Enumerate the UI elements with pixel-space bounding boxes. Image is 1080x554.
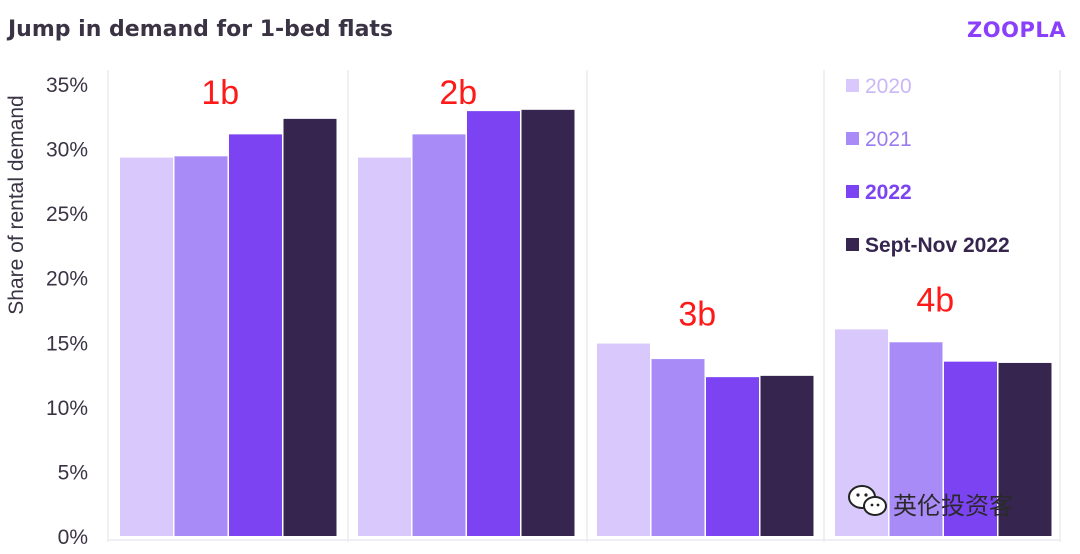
y-tick-label: 10%	[46, 397, 88, 420]
legend-label: 2021	[865, 128, 912, 151]
y-tick-label: 0%	[58, 526, 88, 549]
y-tick-labels: 0% 5% 10% 15% 20% 25% 30% 35%	[46, 74, 88, 549]
y-tick-label: 35%	[46, 74, 88, 97]
y-tick-label: 5%	[58, 461, 88, 484]
y-tick-label: 30%	[46, 139, 88, 162]
bar-4b-2021	[889, 342, 943, 536]
legend-swatch	[846, 132, 859, 145]
bar-3b-2021	[651, 359, 705, 536]
legend: 2020 2021 2022 Sept-Nov 2022	[846, 75, 1010, 257]
category-label-2b: 2b	[439, 74, 477, 112]
chart-title: Jump in demand for 1-bed flats	[6, 17, 393, 42]
legend-swatch	[846, 185, 859, 198]
watermark-text: 英伦投资客	[893, 492, 1013, 520]
y-tick-label: 20%	[46, 268, 88, 291]
watermark: 英伦投资客	[848, 485, 1013, 520]
bar-3b-2022	[706, 377, 759, 536]
wechat-icon	[848, 485, 887, 516]
bar-4b-2022	[944, 361, 997, 536]
y-tick-label: 25%	[46, 203, 88, 226]
bar-2b-2021	[412, 134, 466, 536]
bars	[120, 109, 1052, 537]
bar-2b-2020	[358, 157, 411, 536]
category-labels: 1b 2b 3b 4b	[201, 74, 954, 334]
bar-4b-sept-nov-2022	[998, 362, 1052, 536]
category-label-1b: 1b	[201, 74, 239, 112]
brand-logo: ZOOPLA	[967, 18, 1066, 42]
category-label-4b: 4b	[916, 281, 954, 319]
bar-3b-sept-nov-2022	[760, 375, 814, 536]
bar-1b-2020	[120, 157, 173, 536]
legend-swatch	[846, 79, 859, 92]
legend-swatch	[846, 238, 859, 251]
bar-2b-sept-nov-2022	[521, 109, 575, 536]
bar-1b-2022	[229, 134, 282, 536]
bar-3b-2020	[597, 343, 650, 536]
y-tick-label: 15%	[46, 332, 88, 355]
legend-label: Sept-Nov 2022	[865, 234, 1010, 257]
bar-1b-sept-nov-2022	[283, 118, 337, 537]
grid-lines	[107, 70, 1061, 542]
legend-label: 2022	[865, 181, 912, 204]
y-axis-label: Share of rental demand	[5, 95, 28, 314]
bar-2b-2022	[467, 111, 520, 537]
bar-1b-2021	[174, 156, 228, 536]
legend-label: 2020	[865, 75, 912, 98]
category-label-3b: 3b	[678, 296, 716, 334]
